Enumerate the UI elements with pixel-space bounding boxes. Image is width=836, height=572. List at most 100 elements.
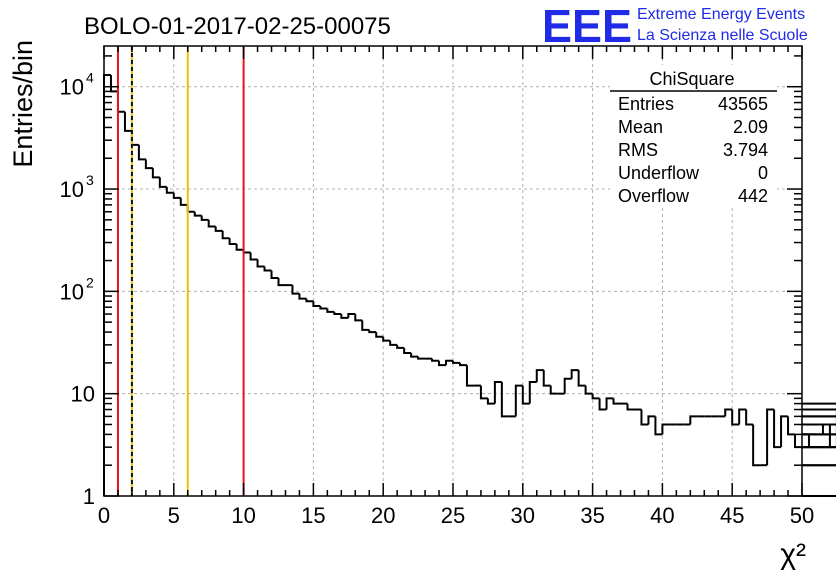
histogram-bin [802, 408, 836, 411]
histogram-bin [731, 409, 740, 426]
reference-lines [116, 46, 245, 496]
histogram-bin [312, 301, 321, 307]
histogram-bin [802, 446, 836, 449]
histogram-bin [745, 409, 754, 426]
x-tick-label: 20 [371, 503, 395, 528]
histogram-bin [382, 336, 391, 342]
histogram-bin [528, 381, 537, 404]
histogram-bin [214, 226, 223, 232]
histogram-bin [368, 329, 377, 334]
histogram-bin [802, 424, 831, 449]
histogram-bin [263, 266, 272, 272]
histogram-bin [109, 75, 118, 93]
histogram-bin [542, 370, 551, 387]
chart-title: BOLO-01-2017-02-25-00075 [84, 13, 391, 40]
histogram-bin [249, 252, 258, 261]
x-tick-label: 45 [720, 503, 744, 528]
histogram-bin [654, 416, 663, 436]
histogram-bin [514, 384, 523, 417]
y-tick-label: 10 [71, 382, 95, 407]
x-tick-label: 35 [580, 503, 604, 528]
statistics-box-rows: Entries 43565 Mean 2.09 RMS 3.794 Underflow 0 Ov… [618, 94, 768, 206]
histogram-bin [221, 230, 230, 240]
histogram-bin [319, 305, 328, 310]
histogram-bin [340, 314, 349, 319]
statistics-box-title: ChiSquare [649, 69, 734, 89]
x-tick-label: 10 [231, 503, 255, 528]
x-tick-label: 50 [790, 503, 814, 528]
histogram-bin [794, 434, 802, 449]
histogram-bin [738, 408, 747, 425]
y-tick-label: 1 [83, 484, 95, 509]
histogram-bin [103, 74, 111, 496]
histogram-bin [123, 111, 132, 132]
x-tick-label: 30 [511, 503, 535, 528]
histogram-bin [626, 403, 635, 411]
x-axis-label: χ² [780, 538, 806, 571]
y-axis-label: Entries/bin [8, 40, 38, 168]
y-tick-label-exponent: 4 [86, 70, 94, 86]
x-tick-label: 5 [168, 503, 180, 528]
statistics-row-value: 2.09 [733, 117, 768, 137]
histogram-bin [458, 362, 467, 367]
histogram-bin [802, 415, 836, 418]
histogram-bin [354, 314, 363, 322]
histogram-bin [193, 211, 202, 217]
histogram-bin [661, 423, 670, 435]
histogram-bin [305, 298, 314, 303]
statistics-box: ChiSquare Entries 43565 Mean 2.09 RMS 3.794 Un… [610, 65, 777, 207]
histogram-bin [766, 408, 775, 466]
statistics-row-label: Entries [618, 94, 674, 114]
x-tick-label: 0 [98, 503, 110, 528]
histogram-bin [144, 159, 153, 170]
histogram-bin [326, 308, 335, 313]
histogram-bin [417, 356, 426, 360]
histogram-bin [375, 332, 384, 338]
histogram-bin [752, 424, 761, 467]
histogram-bin [689, 415, 698, 425]
statistics-row-value: 43565 [718, 94, 768, 114]
histogram-bin [403, 347, 412, 354]
histogram-bin [165, 186, 174, 194]
histogram-bin [228, 238, 237, 246]
histogram-bin [361, 320, 370, 331]
histogram-bin [640, 409, 649, 426]
histogram-bin [298, 293, 307, 300]
histogram-bin [647, 415, 656, 425]
histogram-bin [130, 130, 139, 146]
histogram-bin [242, 249, 251, 254]
histogram-bin [179, 197, 188, 206]
statistics-row-label: RMS [618, 140, 658, 160]
histogram-bin [396, 344, 405, 349]
histogram-bin [549, 385, 558, 395]
y-tick-label: 10 [60, 279, 84, 304]
histogram-bin [465, 365, 474, 387]
x-tick-label: 25 [441, 503, 465, 528]
histogram-bin [235, 244, 244, 251]
y-tick-label-exponent: 3 [86, 172, 94, 188]
histogram-bin [802, 446, 836, 449]
histogram-bin [724, 408, 733, 417]
histogram-bin [584, 385, 593, 395]
histogram-bin [802, 423, 836, 426]
x-tick-label: 40 [650, 503, 674, 528]
histogram-bin [605, 397, 614, 410]
histogram-bin [270, 270, 279, 280]
histogram-bin [563, 377, 572, 394]
histogram-bin [802, 402, 836, 405]
statistics-row-value: 3.794 [723, 140, 768, 160]
histogram-bin [438, 360, 447, 367]
histogram-bin [787, 416, 796, 436]
histogram-bin [802, 495, 836, 497]
histogram-bin [158, 177, 167, 188]
histogram-bin [598, 398, 607, 411]
histogram-bin [577, 370, 586, 387]
histogram-bin [256, 259, 265, 268]
histogram-bin [333, 311, 342, 316]
histogram-bin [773, 409, 782, 449]
histogram-bin [612, 398, 621, 405]
histogram-bin [200, 215, 209, 221]
histogram-bin [186, 204, 195, 213]
